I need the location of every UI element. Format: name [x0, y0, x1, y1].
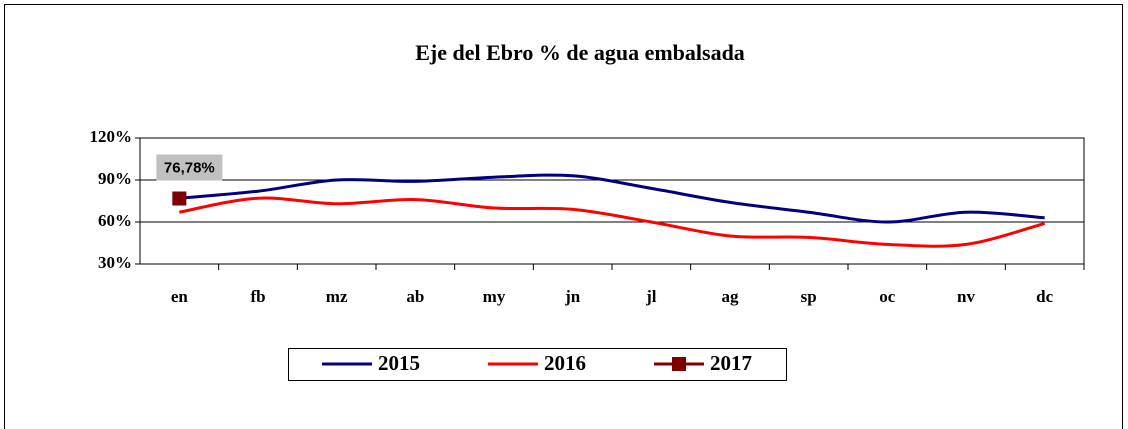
x-tick-label: ab	[406, 287, 424, 306]
legend-marker	[672, 357, 686, 371]
legend-label: 2016	[544, 351, 586, 375]
y-tick-label: 30%	[98, 253, 132, 272]
y-tick-label: 90%	[98, 169, 132, 188]
legend-label: 2015	[378, 351, 420, 375]
x-tick-label: jn	[564, 287, 581, 306]
series-line	[179, 196, 1046, 248]
point-marker	[172, 191, 187, 206]
series-line	[179, 173, 1045, 224]
x-tick-label: en	[171, 287, 189, 306]
y-tick-label: 60%	[98, 211, 132, 230]
x-tick-label: jl	[645, 287, 657, 306]
chart-title: Eje del Ebro % de agua embalsada	[415, 40, 745, 65]
x-tick-label: my	[483, 287, 506, 306]
legend-label: 2017	[710, 351, 752, 375]
x-tick-label: nv	[957, 287, 975, 306]
x-tick-label: oc	[879, 287, 896, 306]
x-tick-label: dc	[1036, 287, 1053, 306]
x-tick-label: ag	[722, 287, 740, 306]
x-tick-label: fb	[250, 287, 265, 306]
y-tick-label: 120%	[90, 127, 133, 146]
x-tick-label: sp	[801, 287, 817, 306]
data-label-box	[156, 154, 223, 181]
x-tick-label: mz	[326, 287, 348, 306]
data-label: 76,78%	[164, 159, 215, 176]
